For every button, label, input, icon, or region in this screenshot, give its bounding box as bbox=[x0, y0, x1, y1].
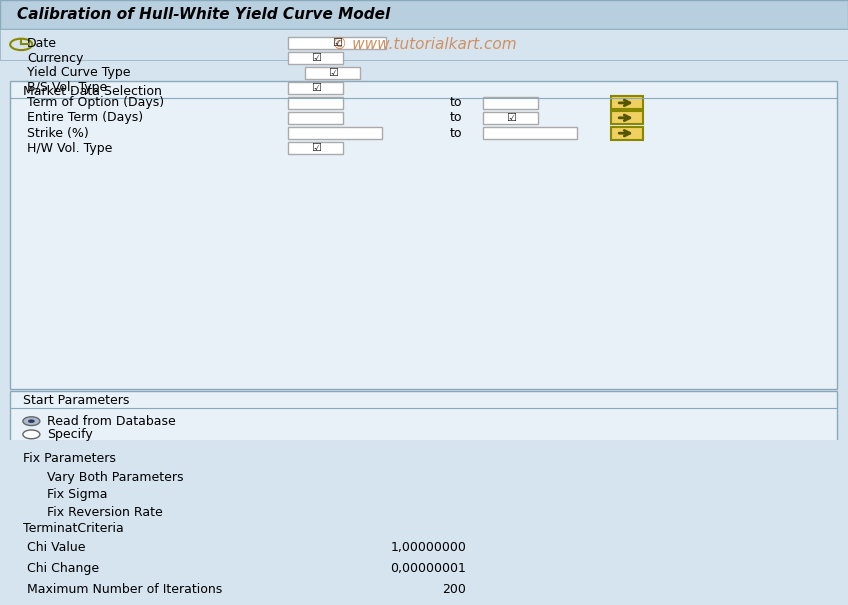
Circle shape bbox=[28, 419, 35, 423]
Text: Term of Option (Days): Term of Option (Days) bbox=[27, 96, 165, 110]
Text: Yield Curve Type: Yield Curve Type bbox=[27, 67, 131, 79]
Text: Market Data Selection: Market Data Selection bbox=[23, 85, 162, 97]
Text: Entire Term (Days): Entire Term (Days) bbox=[27, 111, 143, 124]
FancyBboxPatch shape bbox=[322, 583, 471, 596]
Text: to: to bbox=[449, 111, 462, 124]
FancyBboxPatch shape bbox=[288, 127, 382, 139]
Circle shape bbox=[23, 473, 40, 482]
Text: Fix Sigma: Fix Sigma bbox=[47, 488, 107, 501]
Text: Chi Value: Chi Value bbox=[27, 541, 86, 554]
FancyBboxPatch shape bbox=[611, 96, 643, 110]
Text: to: to bbox=[449, 126, 462, 140]
Text: Fix Parameters: Fix Parameters bbox=[23, 451, 116, 465]
FancyBboxPatch shape bbox=[305, 67, 360, 79]
Text: Specify: Specify bbox=[47, 428, 92, 441]
Circle shape bbox=[28, 476, 35, 479]
Text: ☑: ☑ bbox=[311, 53, 321, 63]
Text: Strike (%): Strike (%) bbox=[27, 126, 89, 140]
FancyBboxPatch shape bbox=[483, 127, 577, 139]
FancyBboxPatch shape bbox=[483, 112, 538, 124]
FancyBboxPatch shape bbox=[322, 562, 471, 575]
FancyBboxPatch shape bbox=[10, 518, 837, 600]
FancyBboxPatch shape bbox=[0, 0, 848, 28]
Text: 0,00000001: 0,00000001 bbox=[391, 562, 466, 575]
FancyBboxPatch shape bbox=[611, 126, 643, 140]
Text: TerminatCriteria: TerminatCriteria bbox=[23, 522, 124, 535]
Text: ☑: ☑ bbox=[332, 38, 342, 48]
FancyBboxPatch shape bbox=[288, 112, 343, 124]
Text: H/W Vol. Type: H/W Vol. Type bbox=[27, 142, 113, 155]
FancyBboxPatch shape bbox=[0, 28, 848, 60]
Text: Chi Change: Chi Change bbox=[27, 562, 99, 575]
Text: Maximum Number of Iterations: Maximum Number of Iterations bbox=[27, 583, 222, 596]
FancyBboxPatch shape bbox=[288, 52, 343, 64]
Text: ☑: ☑ bbox=[328, 68, 338, 78]
Text: 200: 200 bbox=[443, 583, 466, 596]
Circle shape bbox=[23, 490, 40, 499]
FancyBboxPatch shape bbox=[10, 391, 837, 446]
Text: Vary Both Parameters: Vary Both Parameters bbox=[47, 471, 183, 483]
Text: © www.tutorialkart.com: © www.tutorialkart.com bbox=[332, 37, 516, 52]
Circle shape bbox=[23, 508, 40, 517]
FancyBboxPatch shape bbox=[288, 142, 343, 154]
Text: ☑: ☑ bbox=[311, 83, 321, 93]
Text: Calibration of Hull-White Yield Curve Model: Calibration of Hull-White Yield Curve Mo… bbox=[17, 7, 390, 22]
Text: Read from Database: Read from Database bbox=[47, 414, 176, 428]
Text: Fix Reversion Rate: Fix Reversion Rate bbox=[47, 506, 162, 518]
Text: Start Parameters: Start Parameters bbox=[23, 394, 129, 407]
FancyBboxPatch shape bbox=[10, 448, 837, 517]
Text: B/S Vol. Type: B/S Vol. Type bbox=[27, 82, 108, 94]
FancyBboxPatch shape bbox=[288, 97, 343, 109]
FancyBboxPatch shape bbox=[322, 541, 471, 554]
Text: 1,00000000: 1,00000000 bbox=[391, 541, 466, 554]
FancyBboxPatch shape bbox=[288, 37, 386, 49]
FancyBboxPatch shape bbox=[611, 111, 643, 125]
Circle shape bbox=[23, 430, 40, 439]
FancyBboxPatch shape bbox=[288, 82, 343, 94]
Circle shape bbox=[23, 417, 40, 425]
FancyBboxPatch shape bbox=[10, 81, 837, 389]
Text: Date: Date bbox=[27, 36, 57, 50]
Text: to: to bbox=[449, 96, 462, 110]
Text: Currency: Currency bbox=[27, 51, 83, 65]
Text: ☑: ☑ bbox=[506, 113, 516, 123]
Text: ☑: ☑ bbox=[311, 143, 321, 153]
FancyBboxPatch shape bbox=[483, 97, 538, 109]
